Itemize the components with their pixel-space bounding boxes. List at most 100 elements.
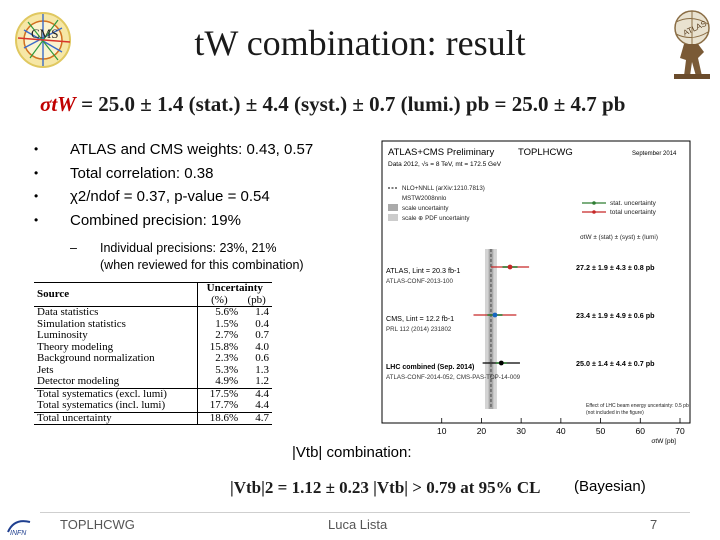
table-cell-pb: 0.7 — [255, 329, 269, 341]
bullet-weights: ATLAS and CMS weights: 0.43, 0.57 — [34, 138, 313, 162]
table-cell-pb: 1.3 — [255, 363, 269, 376]
plot-column-header: σtW ± (stat) ± (syst) ± (lumi) — [580, 234, 658, 241]
table-header-pct: (%) — [196, 294, 242, 307]
legend-right-marker — [592, 210, 596, 214]
sub-bullet-line1: Individual precisions: 23%, 21% — [100, 241, 277, 255]
measurement-name: CMS, Lint = 12.2 fb-1 — [386, 314, 454, 323]
bullet-list: ATLAS and CMS weights: 0.43, 0.57 Total … — [34, 138, 313, 232]
measurement-result: 25.0 ± 1.4 ± 4.4 ± 0.7 pb — [576, 359, 655, 368]
table-cell-source: Theory modeling — [37, 340, 114, 353]
sub-bullet-dash: – — [70, 241, 77, 255]
plot-note-line1: Effect of LHC beam energy uncertainty: 0… — [586, 403, 689, 409]
table-cell-pct: 15.8% — [196, 341, 242, 353]
vtb-heading: |Vtb| combination: — [292, 444, 412, 461]
atlas-logo: ATLAS — [674, 10, 710, 79]
table-cell-source: Detector modeling — [37, 375, 120, 387]
table-cell-source: Background normalization — [37, 352, 155, 364]
measurement-ref: ATLAS-CONF-2013-100 — [386, 278, 453, 285]
footer-left: TOPLHCWG — [60, 517, 135, 532]
table-cell-pct: 17.5% — [196, 388, 242, 400]
sub-bullet: – Individual precisions: 23%, 21% (when … — [70, 240, 370, 276]
x-tick-label: 60 — [636, 426, 646, 436]
table-cell-source: Total systematics (excl. lumi) — [37, 387, 167, 400]
plot-header-left: ATLAS+CMS Preliminary — [388, 147, 494, 158]
bullet-precision: Combined precision: 19% — [34, 209, 313, 233]
legend-right-marker — [592, 201, 596, 205]
table-cell-source: Data statistics — [37, 306, 99, 318]
infn-logo: INFN — [7, 520, 31, 537]
plot-frame — [381, 140, 691, 424]
table-cell-pct: 1.5% — [196, 318, 242, 330]
table-cell-source: Simulation statistics — [37, 317, 126, 330]
svg-text:CMS: CMS — [31, 26, 58, 41]
uncertainty-table: Source Uncertainty (%) (pb) Data statist… — [34, 282, 272, 425]
table-row: Detector modeling 4.9% 1.2 — [34, 375, 272, 388]
x-tick-label: 10 — [437, 426, 447, 436]
table-cell-pct: 2.7% — [196, 329, 242, 342]
measurement-ref: ATLAS-CONF-2014-052, CMS-PAS-TOP-14-009 — [386, 374, 521, 381]
table-cell-source: Total systematics (incl. lumi) — [37, 399, 166, 411]
table-cell-pb: 0.4 — [255, 317, 269, 330]
measurement-name: ATLAS, Lint = 20.3 fb-1 — [386, 266, 460, 275]
bayesian-label: (Bayesian) — [574, 478, 646, 495]
measurement-name: LHC combined (Sep. 2014) — [386, 364, 474, 371]
vtb-formula: |Vtb|2 = 1.12 ± 0.23 |Vtb| > 0.79 at 95%… — [230, 478, 541, 497]
legend-label: MSTW2008nnlo — [402, 195, 447, 202]
legend-swatch — [388, 214, 398, 221]
table-cell-pb: 0.6 — [255, 352, 269, 364]
cross-section-formula: σtW = 25.0 ± 1.4 (stat.) ± 4.4 (syst.) ±… — [40, 92, 625, 117]
footer-divider — [40, 512, 690, 513]
table-cell-pb: 4.7 — [255, 411, 269, 424]
measurement-marker — [507, 264, 513, 270]
table-cell-pct: 4.9% — [196, 375, 242, 388]
table-cell-pct: 18.6% — [196, 412, 242, 425]
table-cell-source: Luminosity — [37, 329, 88, 341]
sub-bullet-line2: (when reviewed for this combination) — [100, 258, 304, 272]
svg-text:INFN: INFN — [10, 530, 27, 537]
x-axis-label: σtW [pb] — [651, 438, 676, 445]
sigma-symbol: σtW — [40, 92, 76, 116]
table-header-pb: (pb) — [247, 293, 266, 306]
footer-center: Luca Lista — [328, 517, 388, 532]
table-cell-source: Total uncertainty — [37, 411, 112, 424]
table-cell-source: Jets — [37, 363, 54, 376]
table-row: Jets 5.3% 1.3 — [34, 363, 272, 376]
table-cell-pb: 4.4 — [255, 387, 269, 400]
table-cell-pb: 4.4 — [255, 399, 269, 411]
legend-label: scale ⊕ PDF uncertainty — [402, 215, 470, 222]
page-number: 7 — [650, 517, 658, 532]
x-tick-label: 70 — [675, 426, 685, 436]
table-row: Total uncertainty 18.6% 4.7 — [34, 412, 272, 425]
x-tick-label: 30 — [516, 426, 526, 436]
x-tick-label: 20 — [477, 426, 487, 436]
table-header-source: Source — [37, 287, 70, 300]
table-cell-pct: 5.3% — [196, 364, 242, 376]
formula-body: = 25.0 ± 1.4 (stat.) ± 4.4 (syst.) ± 0.7… — [75, 92, 626, 116]
measurement-marker — [492, 312, 498, 318]
table-cell-pb: 4.0 — [255, 340, 269, 353]
table-cell-pct: 17.7% — [196, 399, 242, 412]
plot-note-line2: (not included in the figure) — [586, 410, 644, 416]
legend-right-label: total uncertainty — [610, 209, 657, 216]
table-row: Total systematics (excl. lumi) 17.5% 4.4 — [34, 388, 272, 400]
legend-swatch — [388, 204, 398, 211]
table-row: Simulation statistics 1.5% 0.4 — [34, 317, 272, 330]
plot-subheader: Data 2012, √s = 8 TeV, mt = 172.5 GeV — [388, 160, 502, 168]
bullet-chi2: χ2/ndof = 0.37, p-value = 0.54 — [34, 185, 313, 209]
measurement-marker — [498, 360, 504, 366]
table-cell-pb: 1.2 — [255, 375, 269, 387]
plot-header-mid: TOPLHCWG — [518, 147, 573, 158]
table-row: Data statistics 5.6% 1.4 — [34, 306, 272, 319]
table-row: Total systematics (incl. lumi) 17.7% 4.4 — [34, 399, 272, 412]
x-tick-label: 50 — [596, 426, 606, 436]
table-cell-pb: 1.4 — [255, 306, 269, 318]
plot-header-right: September 2014 — [632, 151, 677, 157]
combination-plot: ATLAS+CMS Preliminary TOPLHCWG September 2… — [381, 140, 691, 445]
measurement-result: 27.2 ± 1.9 ± 4.3 ± 0.8 pb — [576, 263, 655, 272]
legend-right-label: stat. uncertainty — [610, 200, 657, 207]
cms-logo: CMS — [15, 12, 71, 68]
slide-title: tW combination: result — [194, 23, 526, 63]
table-row: Theory modeling 15.8% 4.0 — [34, 340, 272, 353]
measurement-result: 23.4 ± 1.9 ± 4.9 ± 0.6 pb — [576, 311, 655, 320]
bullet-correlation: Total correlation: 0.38 — [34, 162, 313, 186]
